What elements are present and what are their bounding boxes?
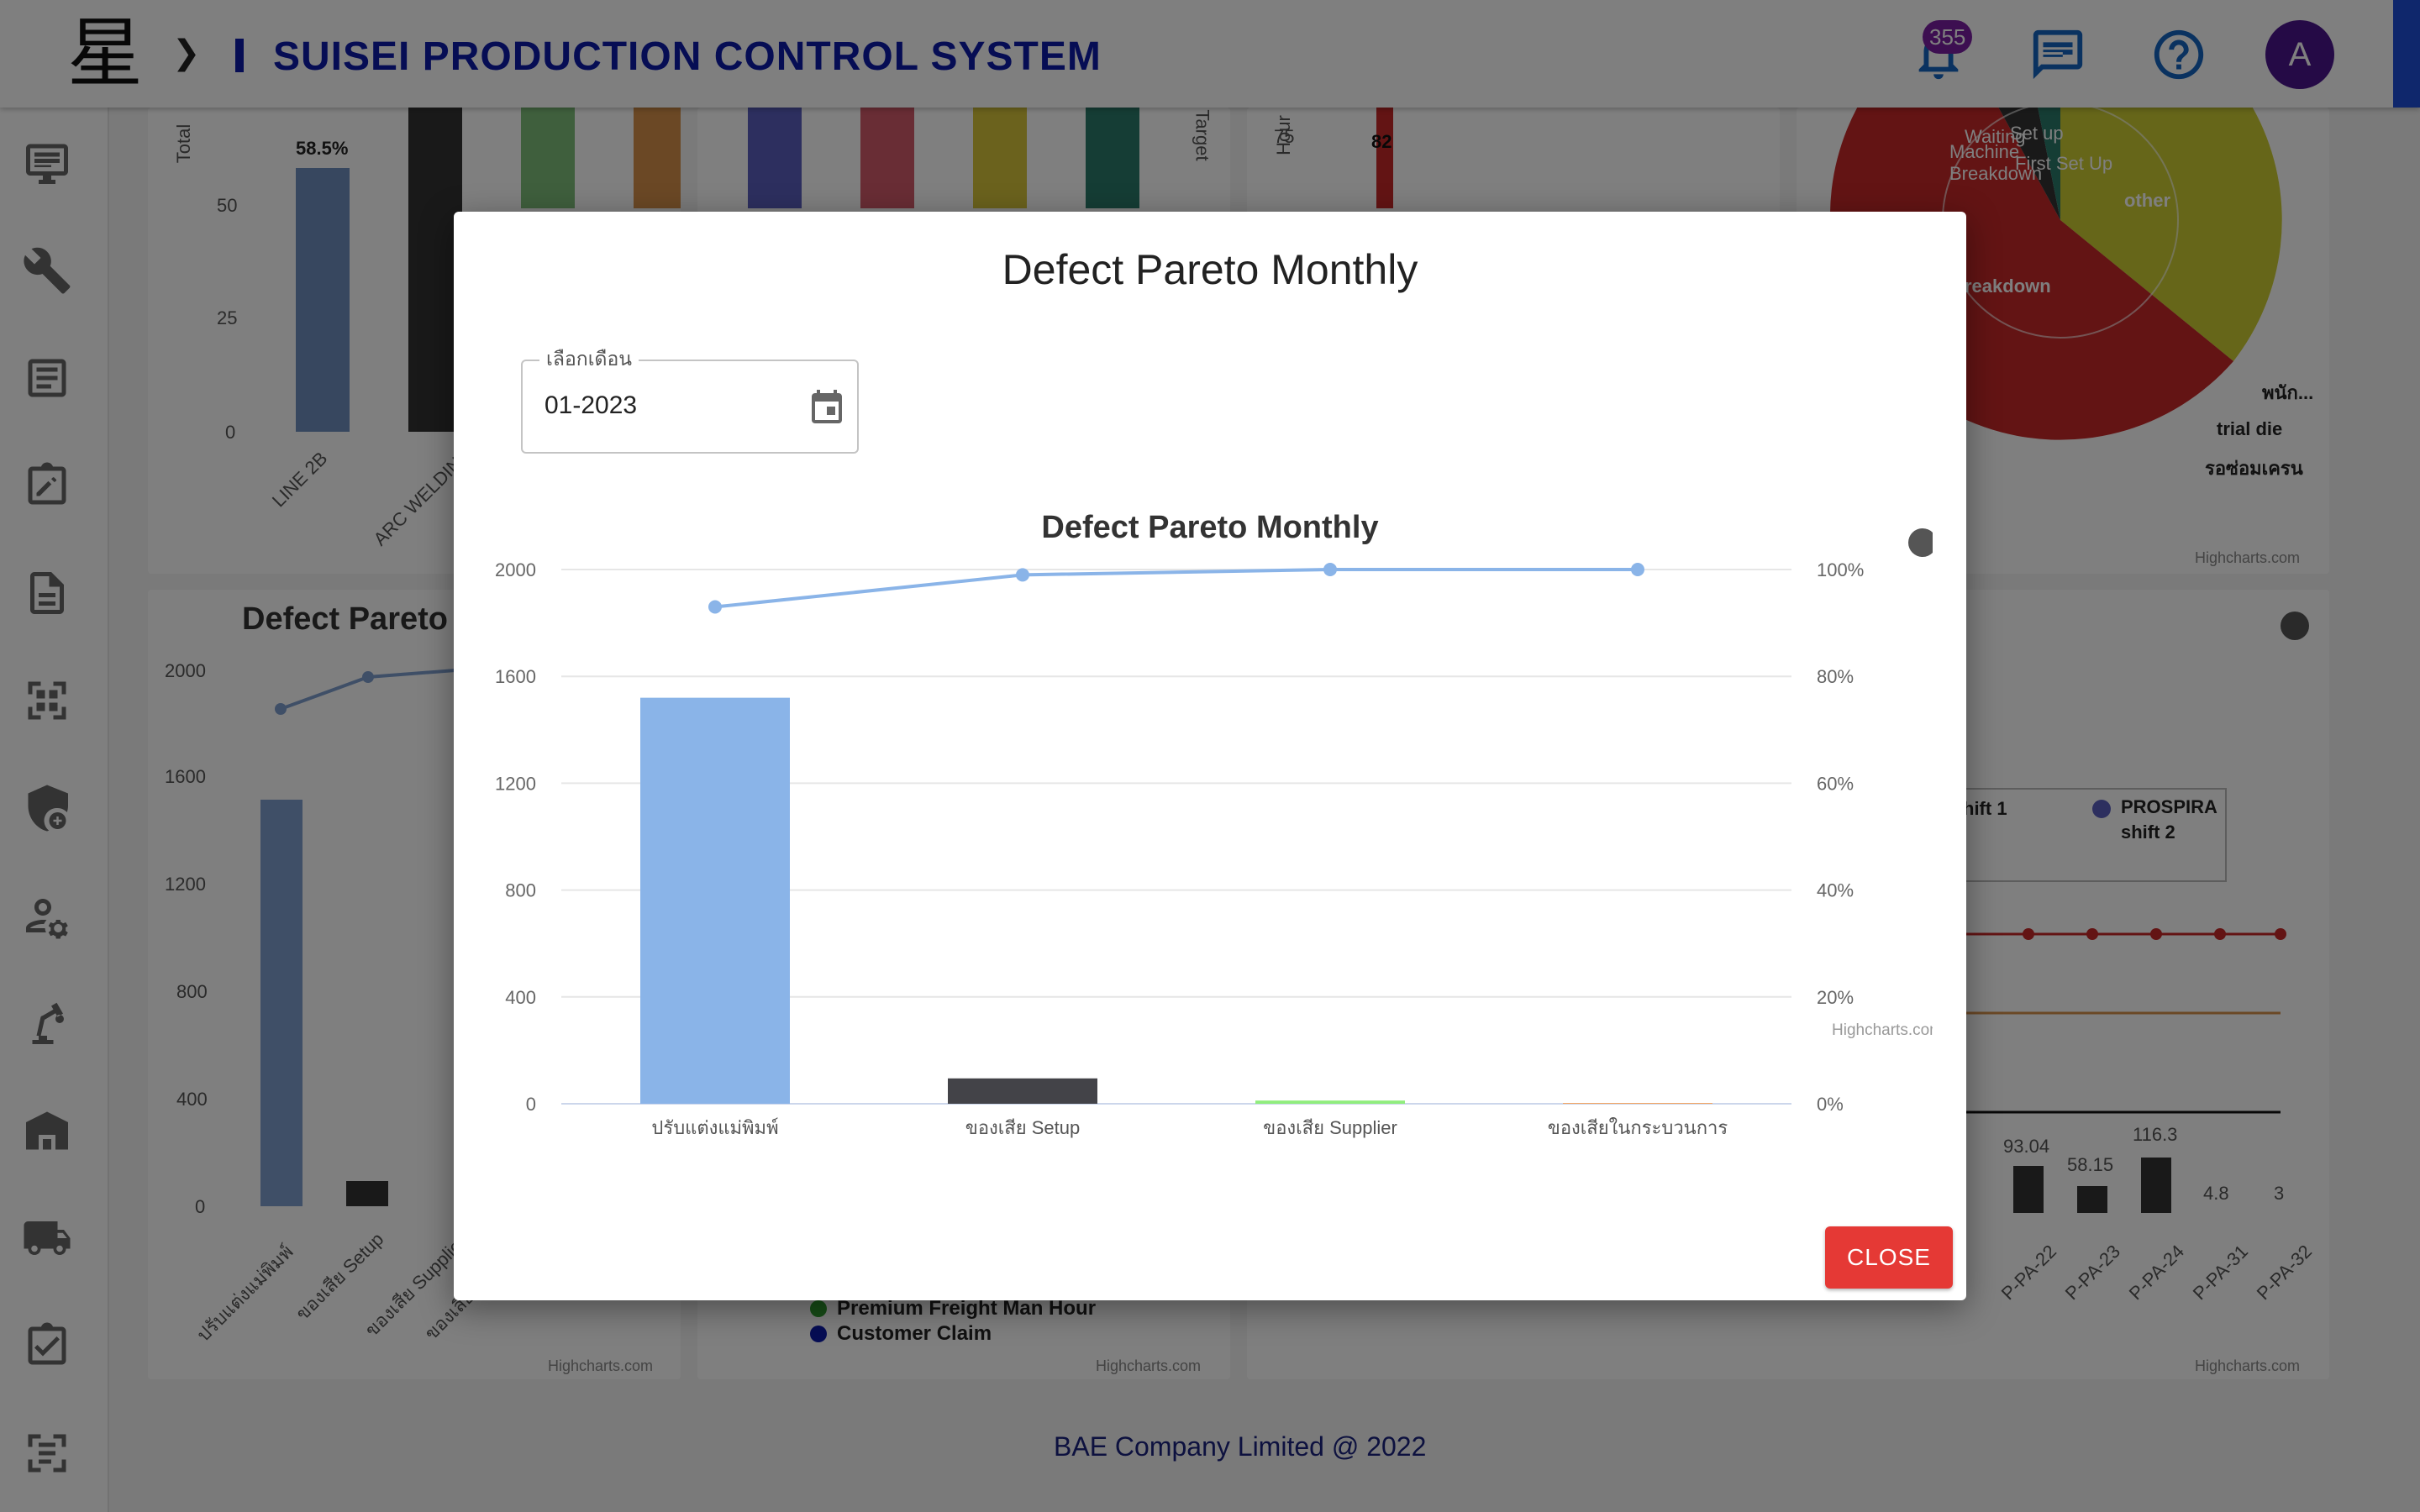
- chart-bars: [640, 697, 1712, 1104]
- x-tick-label: ปรับแต่งแม่พิมพ์: [651, 1117, 778, 1138]
- chart-x-axis: ปรับแต่งแม่พิมพ์ ของเสีย Setup ของเสีย Sup…: [651, 1117, 1728, 1138]
- x-tick-label: ของเสีย Setup: [965, 1117, 1080, 1138]
- bar: [1255, 1100, 1405, 1104]
- pareto-point: [1323, 563, 1337, 576]
- month-picker-value[interactable]: 01-2023: [544, 391, 638, 419]
- chart-credit: Highcharts.com: [1832, 1021, 1933, 1039]
- y-tick-label: 800: [505, 880, 536, 901]
- x-tick-label: ของเสียในกระบวนการ: [1548, 1117, 1728, 1138]
- chart-menu-icon[interactable]: [1908, 528, 1933, 557]
- defect-pareto-chart: Defect Pareto Monthly 0 400 800 1200 1600 200…: [495, 510, 1933, 1138]
- bar: [948, 1078, 1097, 1104]
- y-tick-label: 1600: [495, 666, 536, 687]
- pareto-point: [1631, 563, 1644, 576]
- y2-tick-label: 40%: [1817, 880, 1854, 901]
- pareto-line: [714, 568, 1638, 609]
- month-picker-label: เลือกเดือน: [539, 344, 639, 375]
- pareto-point: [1016, 568, 1029, 582]
- y-tick-label: 2000: [495, 559, 536, 580]
- y2-tick-label: 20%: [1817, 987, 1854, 1008]
- chart-y-axis: 0 400 800 1200 1600 2000: [495, 559, 536, 1115]
- pareto-point: [708, 600, 722, 614]
- y2-tick-label: 100%: [1817, 559, 1864, 580]
- calendar-icon[interactable]: [807, 386, 847, 427]
- y-tick-label: 0: [526, 1094, 536, 1115]
- bar: [1563, 1103, 1712, 1104]
- y-tick-label: 1200: [495, 773, 536, 794]
- x-tick-label: ของเสีย Supplier: [1263, 1117, 1397, 1138]
- y-tick-label: 400: [505, 987, 536, 1008]
- y2-tick-label: 0%: [1817, 1094, 1844, 1115]
- bar: [640, 697, 790, 1104]
- chart-title: Defect Pareto Monthly: [1041, 510, 1378, 545]
- y2-tick-label: 80%: [1817, 666, 1854, 687]
- chart-pareto-line: [708, 563, 1644, 614]
- y2-tick-label: 60%: [1817, 773, 1854, 794]
- dialog-title: Defect Pareto Monthly: [1002, 246, 1418, 293]
- close-button[interactable]: CLOSE: [1825, 1226, 1953, 1289]
- defect-pareto-dialog: Defect Pareto Monthly เลือกเดือน 01-2023…: [454, 212, 1966, 1300]
- chart-y2-axis: 0% 20% 40% 60% 80% 100%: [1817, 559, 1864, 1115]
- month-picker-field[interactable]: เลือกเดือน 01-2023: [521, 344, 859, 454]
